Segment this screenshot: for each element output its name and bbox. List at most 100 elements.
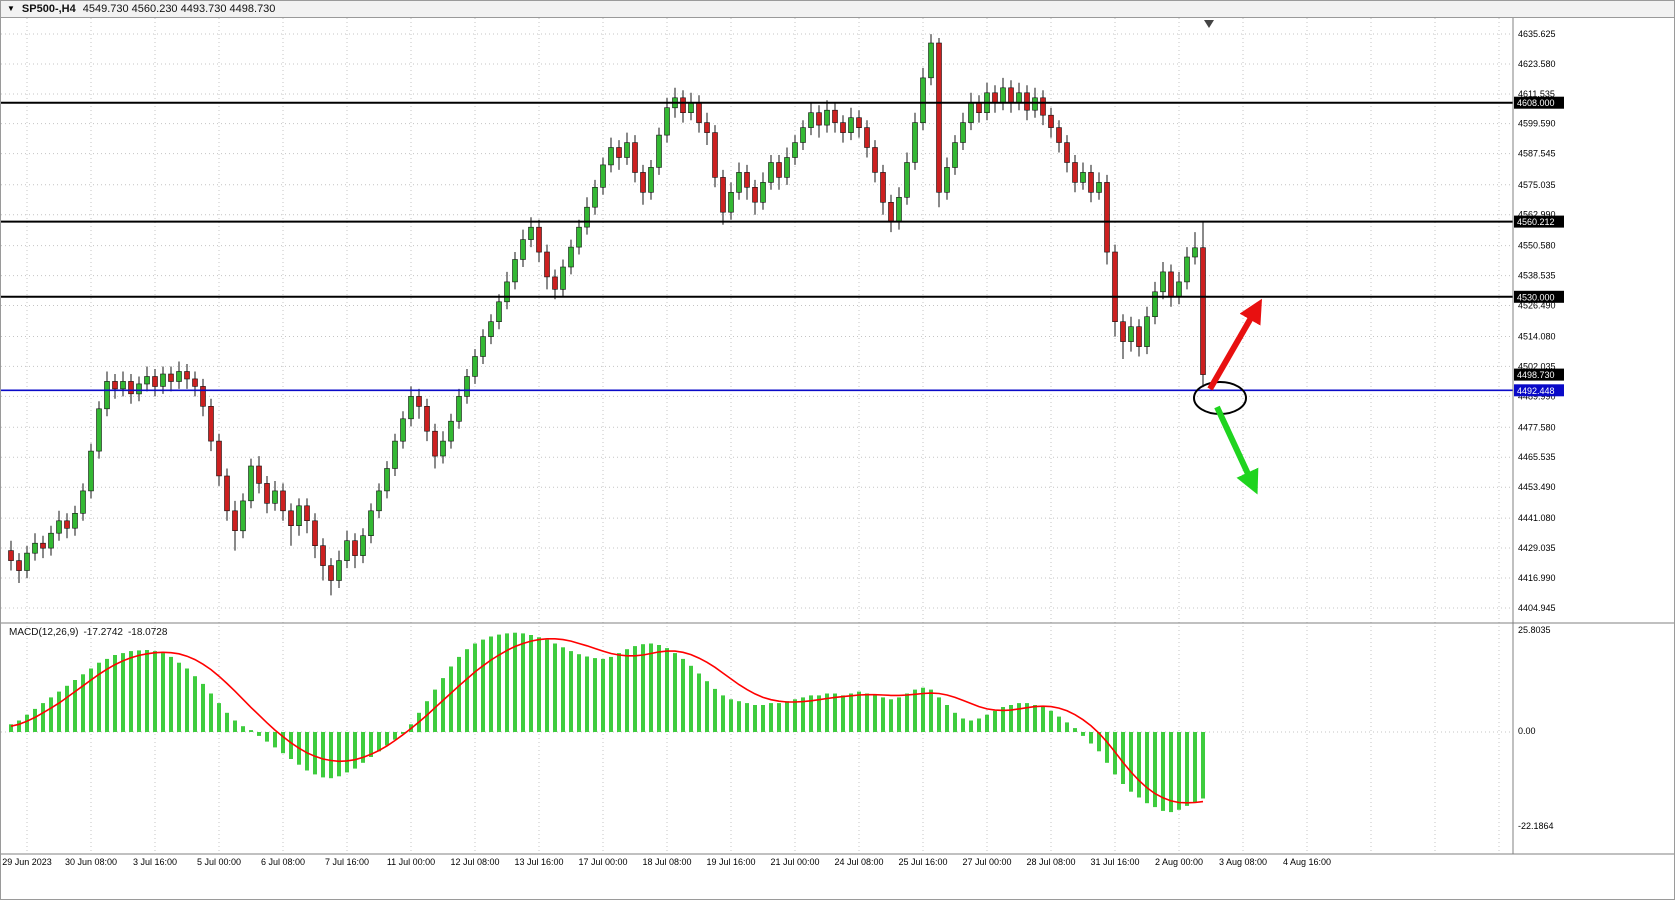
- candle-body: [1096, 182, 1102, 193]
- macd-histogram-bar: [705, 681, 709, 732]
- price-level-tag: [1514, 215, 1564, 228]
- bearish-arrow[interactable]: [1214, 405, 1259, 495]
- macd-histogram-bar: [561, 647, 565, 732]
- candle-body: [824, 109, 830, 126]
- candle-body: [248, 465, 254, 502]
- candle-body: [16, 560, 22, 571]
- macd-histogram-bar: [1089, 732, 1093, 744]
- price-gridline-label: 4538.535: [1518, 271, 1556, 281]
- macd-histogram-bar: [225, 712, 229, 733]
- candle-body: [120, 381, 126, 390]
- macd-histogram-bar: [897, 697, 901, 732]
- macd-histogram-bar: [641, 644, 645, 732]
- time-axis-label: 4 Aug 16:00: [1283, 857, 1331, 867]
- candle-body: [1024, 92, 1030, 111]
- macd-histogram-bar: [713, 688, 717, 732]
- price-axis[interactable]: 4635.625 4623.580 4611.535 4599.590 4587.545…: [1518, 29, 1556, 831]
- macd-histogram-bar: [945, 705, 949, 732]
- candle-body: [352, 540, 358, 556]
- macd-histogram-bar: [369, 732, 373, 757]
- candle-body: [1128, 326, 1134, 342]
- chart-shift-marker: [1204, 20, 1214, 28]
- candle-body: [1168, 271, 1174, 298]
- candle-body: [312, 520, 318, 546]
- macd-histogram-bar: [545, 639, 549, 732]
- candle-body: [96, 408, 102, 452]
- macd-histogram-bar: [233, 720, 237, 732]
- macd-histogram-bar: [249, 730, 253, 732]
- macd-histogram-bar: [449, 666, 453, 732]
- macd-histogram-bar: [497, 634, 501, 732]
- macd-histogram-bar: [465, 649, 469, 732]
- candle-body: [32, 542, 38, 554]
- time-axis-label: 5 Jul 00:00: [197, 857, 241, 867]
- candle-body: [336, 560, 342, 581]
- macd-histogram-bar: [873, 695, 877, 732]
- macd-histogram-bar: [609, 656, 613, 732]
- macd-histogram-bar: [105, 658, 109, 732]
- candle-body: [80, 490, 86, 514]
- macd-histogram-bar: [689, 665, 693, 732]
- macd-histogram-bar: [881, 697, 885, 732]
- candle-body: [536, 226, 542, 253]
- macd-histogram-bar: [273, 732, 277, 748]
- macd-histogram-bar: [457, 656, 461, 732]
- macd-histogram-bar: [425, 701, 429, 732]
- macd-histogram-bar: [161, 653, 165, 732]
- macd-histogram-bar: [753, 705, 757, 732]
- macd-histogram-bar: [625, 649, 629, 732]
- macd-histogram-bar: [849, 693, 853, 732]
- macd-histogram-bar: [441, 678, 445, 732]
- macd-layer[interactable]: [9, 632, 1205, 813]
- macd-histogram-bar: [577, 654, 581, 732]
- candle-body: [1120, 321, 1126, 342]
- chart-symbol-timeframe: SP500-,H4: [21, 3, 76, 15]
- macd-histogram-bar: [665, 648, 669, 732]
- time-axis[interactable]: 29 Jun 2023 30 Jun 08:00 3 Jul 16:00 5 Jul …: [2, 857, 1331, 867]
- candle-body: [904, 162, 910, 198]
- macd-histogram-bar: [305, 732, 309, 771]
- macd-histogram-bar: [1129, 732, 1133, 792]
- macd-histogram-bar: [281, 732, 285, 754]
- time-axis-label: 28 Jul 08:00: [1026, 857, 1075, 867]
- macd-histogram-bar: [89, 668, 93, 732]
- macd-histogram-bar: [817, 695, 821, 732]
- macd-histogram-bar: [1041, 707, 1045, 732]
- macd-histogram-bar: [801, 697, 805, 732]
- candle-body: [104, 381, 110, 410]
- candle-body: [944, 167, 950, 193]
- candle-body: [504, 281, 510, 303]
- candle-body: [72, 512, 78, 529]
- candle-body: [320, 545, 326, 566]
- candle-body: [264, 483, 270, 504]
- candle-body: [472, 356, 478, 377]
- macd-histogram-bar: [921, 687, 925, 732]
- candle-body: [1064, 142, 1070, 163]
- macd-histogram-bar: [905, 693, 909, 732]
- candles-layer[interactable]: [8, 34, 1206, 596]
- macd-histogram-bar: [345, 732, 349, 773]
- macd-histogram-bar: [209, 693, 213, 732]
- level-lines[interactable]: 4608.000 4560.212 4530.000 4498.730 4492.448: [1, 96, 1564, 397]
- candle-body: [872, 147, 878, 173]
- candle-body: [416, 396, 422, 407]
- candle-body: [784, 157, 790, 178]
- macd-histogram-bar: [1081, 732, 1085, 736]
- chart-menu-icon[interactable]: ▼: [7, 4, 15, 13]
- bullish-arrow[interactable]: [1207, 298, 1262, 391]
- candle-body: [496, 301, 502, 322]
- candle-body: [512, 259, 518, 283]
- macd-histogram-bar: [1121, 732, 1125, 784]
- macd-histogram-bar: [865, 693, 869, 732]
- chart-titlebar[interactable]: ▼ SP500-,H4 4549.730 4560.230 4493.730 4…: [1, 1, 1674, 18]
- candle-body: [296, 505, 302, 526]
- annotations[interactable]: [1193, 298, 1262, 495]
- price-gridline-label: 4635.625: [1518, 29, 1556, 39]
- time-axis-label: 25 Jul 16:00: [898, 857, 947, 867]
- candle-body: [424, 405, 430, 432]
- macd-histogram-bar: [785, 701, 789, 732]
- macd-histogram-bar: [1185, 732, 1189, 806]
- macd-histogram-bar: [81, 674, 85, 733]
- macd-histogram-bar: [377, 732, 381, 752]
